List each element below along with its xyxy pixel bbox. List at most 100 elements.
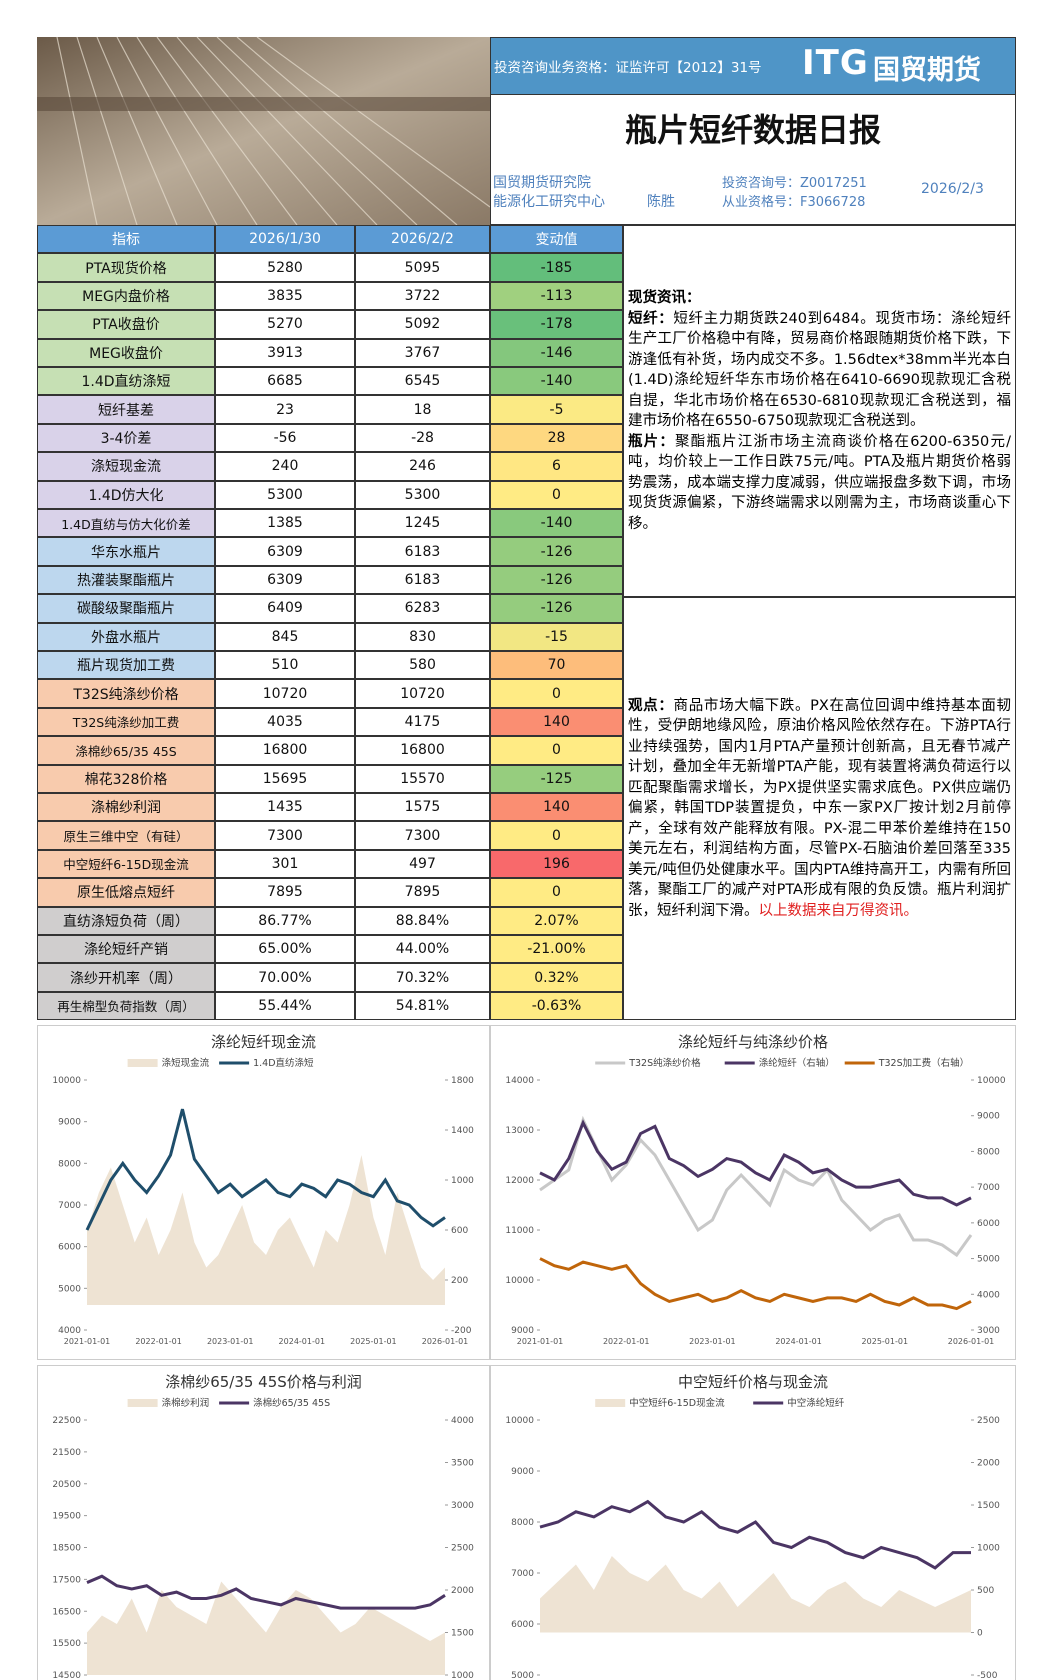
y-tick-label: 6000 [511,1620,534,1630]
table-cell: 3913 [215,338,355,367]
y2-tick-label: 4000 [451,1416,474,1426]
y2-tick-label: 500 [977,1586,994,1596]
table-cell: 0 [490,878,623,907]
table-cell: -125 [490,764,623,793]
table-cell: 5300 [215,480,355,509]
y2-tick-label: 2500 [977,1416,1000,1426]
y-tick-label: 17500 [52,1575,81,1585]
table-cell: -126 [490,565,623,595]
x-tick-label: 2024-01-01 [775,1337,822,1346]
line [539,1499,971,1570]
table-cell: 70.32% [355,963,490,992]
table-cell: 15695 [215,764,355,793]
row-label: 原生三维中空（有硅） [37,821,215,850]
view: 观点：商品市场大幅下跌。PX在高位回调中维持基本面韧性，受伊朗地缘风险，原油价格… [623,597,1016,1020]
y2-tick-label: 3500 [451,1459,474,1469]
y2-tick-label: 2000 [977,1459,1000,1469]
y-tick-label: 5000 [511,1671,534,1680]
y2-tick-label: -200 [451,1326,472,1336]
row-label: 3-4价差 [37,423,215,453]
y-tick-label: 10000 [505,1416,534,1426]
table-cell: 510 [215,651,355,680]
table-cell: 240 [215,452,355,481]
legend-swatch [127,1399,158,1407]
legend-label: 中空涤纶短纤 [787,1397,845,1409]
y2-tick-label: 200 [451,1276,468,1286]
table-cell: 10720 [355,679,490,708]
y-tick-label: 4000 [58,1326,81,1336]
table-cell: 5300 [355,480,490,509]
table-cell: 0 [490,679,623,708]
table-cell: 6183 [355,565,490,595]
table-cell: -126 [490,537,623,566]
analyst: 陈胜 [647,194,675,210]
x-tick-label: 2025-01-01 [862,1337,909,1346]
y2-tick-label: 2500 [451,1544,474,1554]
line [86,1574,446,1610]
x-tick-label: 2022-01-01 [603,1337,650,1346]
table-cell: 44.00% [355,935,490,964]
y2-tick-label: 9000 [977,1112,1000,1122]
legend-label: 涤棉纱利润 [162,1397,210,1409]
row-label: 涤纶短纤产销 [37,935,215,964]
table-cell: 1245 [355,509,490,538]
report-title: 瓶片短纤数据日报 [624,111,881,149]
view-label: 观点： [628,697,674,714]
chart-title: 中空短纤价格与现金流 [678,1373,828,1391]
y-tick-label: 8000 [58,1159,81,1169]
row-label: 直纺涤短负荷（周） [37,906,215,935]
row-label: MEG内盘价格 [37,281,215,311]
table-cell: 10720 [215,679,355,708]
table-cell: -28 [355,423,490,453]
y2-tick-label: 7000 [977,1183,1000,1193]
y2-tick-label: 10000 [977,1076,1006,1086]
legend-swatch [595,1399,626,1407]
table-cell: 0 [490,480,623,509]
y-tick-label: 18500 [52,1544,81,1554]
table-cell: -113 [490,281,623,311]
table-cell: 15570 [355,764,490,793]
table-cell: 4175 [355,707,490,737]
table-cell: -140 [490,509,623,538]
y2-tick-label: 1000 [451,1176,474,1186]
table-cell: 70 [490,651,623,680]
center: 能源化工研究中心 [493,194,605,210]
y-tick-label: 9000 [511,1326,534,1336]
table-cell: 2.07% [490,906,623,935]
y2-tick-label: 3000 [451,1501,474,1511]
legend-label: 中空短纤6-15D现金流 [629,1397,725,1409]
row-label: PTA收盘价 [37,310,215,339]
table-cell: 6409 [215,594,355,623]
table-cell: 3722 [355,281,490,311]
table-cell: 65.00% [215,935,355,964]
chart-title: 涤纶短纤与纯涤纱价格 [678,1033,828,1051]
institute: 国贸期货研究院 [493,175,591,191]
table-cell: -178 [490,310,623,339]
column-header: 2026/2/2 [355,225,490,254]
table-cell: 140 [490,707,623,737]
table-cell: 7895 [215,878,355,907]
row-label: 1.4D仿大化 [37,480,215,509]
table-cell: 16800 [355,736,490,765]
table-cell: 0.32% [490,963,623,992]
chart: 中空短纤价格与现金流 5000 6000 7000 8000 9000 10000 -500 0… [490,1365,1016,1680]
y-tick-label: 8000 [511,1518,534,1528]
table-cell: -0.63% [490,991,623,1021]
table-cell: 54.81% [355,991,490,1021]
y-tick-label: 21500 [52,1448,81,1458]
report-date: 2026/2/3 [921,181,984,197]
y-tick-label: 6000 [58,1243,81,1253]
table-cell: 497 [355,849,490,879]
table-cell: 70.00% [215,963,355,992]
y-tick-label: 10000 [52,1076,81,1086]
table-cell: 6309 [215,565,355,595]
y-tick-label: 5000 [58,1284,81,1294]
y2-tick-label: 3000 [977,1326,1000,1336]
row-label: PTA现货价格 [37,253,215,282]
logo-name: 国贸期货 [873,55,981,86]
line [85,1108,446,1231]
area [87,1155,445,1305]
y-tick-label: 22500 [52,1416,81,1426]
row-label: 碳酸级聚酯瓶片 [37,594,215,623]
y-tick-label: 15500 [52,1639,81,1649]
